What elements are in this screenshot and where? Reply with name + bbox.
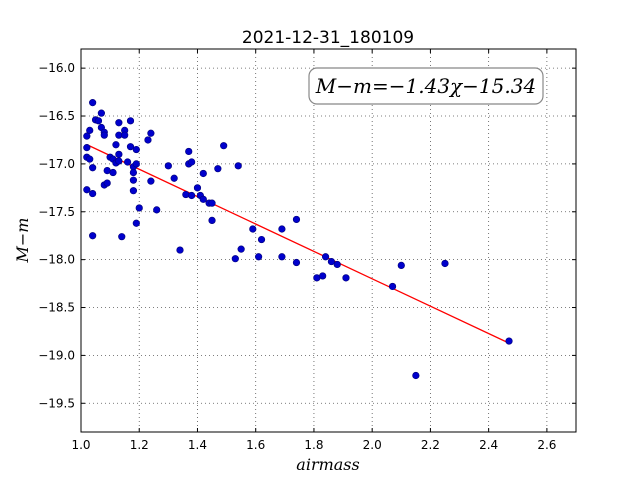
y-tick-label: −16.0 xyxy=(38,61,75,75)
data-point xyxy=(129,187,138,195)
data-point xyxy=(121,131,129,139)
data-point xyxy=(86,126,94,134)
data-point xyxy=(83,186,91,194)
fit-equation-frame xyxy=(308,67,544,105)
data-point xyxy=(255,253,263,261)
x-tick-label: 2.0 xyxy=(363,438,382,452)
data-point xyxy=(89,99,97,107)
y-tick-label: −17.5 xyxy=(38,205,75,219)
data-point xyxy=(115,150,123,158)
x-tick-label: 1.6 xyxy=(246,438,265,452)
chart-title: 2021-12-31_180109 xyxy=(242,28,414,48)
data-point xyxy=(112,141,120,149)
data-point xyxy=(97,109,105,117)
plot-frame xyxy=(80,48,577,433)
x-tick-label: 2.6 xyxy=(537,438,556,452)
data-point xyxy=(208,216,216,224)
data-point xyxy=(199,169,207,178)
data-point xyxy=(199,195,207,203)
data-point xyxy=(118,233,126,241)
data-point xyxy=(126,143,135,151)
fit-equation-box: M−m=−1.43χ−15.34 xyxy=(308,67,544,105)
data-point xyxy=(327,257,336,266)
data-point xyxy=(89,189,97,198)
data-point xyxy=(292,258,301,267)
data-point xyxy=(231,255,239,263)
data-point xyxy=(164,162,172,170)
data-point xyxy=(100,131,108,139)
x-tick-label: 2.2 xyxy=(421,438,440,452)
data-point xyxy=(249,225,257,233)
y-tick-label: −19.0 xyxy=(38,348,75,362)
x-tick-label: 2.4 xyxy=(479,438,498,452)
data-point xyxy=(412,371,420,380)
data-point xyxy=(123,158,132,166)
data-point xyxy=(397,261,405,269)
data-point xyxy=(208,199,216,207)
x-tick-label: 1.2 xyxy=(130,438,149,452)
data-point xyxy=(188,158,196,166)
fit-equation-text: M−m=−1.43χ−15.34 xyxy=(315,74,536,98)
data-point xyxy=(278,225,286,233)
data-point xyxy=(115,157,123,165)
data-point xyxy=(278,253,286,261)
data-point xyxy=(83,144,91,152)
axis-ticks: 1.0 1.2 1.4 1.6 1.8 2.0 2.2 2.4 2.6 −16.0 −16.5 −17… xyxy=(38,49,576,452)
data-point xyxy=(126,117,135,125)
data-point xyxy=(214,165,222,173)
data-point xyxy=(292,215,301,224)
fit-line-layer xyxy=(86,144,510,344)
data-point xyxy=(170,174,178,182)
x-tick-label: 1.0 xyxy=(71,438,90,452)
data-point xyxy=(132,160,140,168)
data-point xyxy=(89,164,97,172)
data-point xyxy=(129,168,138,177)
fit-line xyxy=(86,144,510,344)
data-point xyxy=(319,272,327,280)
data-point xyxy=(188,191,196,200)
data-point xyxy=(234,162,242,170)
data-point xyxy=(132,219,140,227)
data-point xyxy=(109,168,117,177)
y-axis-label: M−m xyxy=(13,218,32,264)
data-point xyxy=(135,204,143,212)
y-tick-label: −18.5 xyxy=(38,301,75,315)
data-point xyxy=(147,177,155,185)
data-point xyxy=(193,184,202,192)
y-tick-label: −18.0 xyxy=(38,253,75,267)
data-point xyxy=(257,235,266,244)
data-point xyxy=(103,179,111,187)
data-point xyxy=(129,176,138,184)
data-point xyxy=(441,259,449,268)
data-point xyxy=(83,132,91,140)
data-point xyxy=(321,253,330,261)
data-point xyxy=(185,147,193,156)
data-point xyxy=(86,155,94,163)
data-point xyxy=(89,232,97,240)
data-point xyxy=(388,282,397,291)
data-point xyxy=(144,136,152,144)
y-tick-label: −17.0 xyxy=(38,157,75,171)
y-tick-label: −19.5 xyxy=(38,396,75,410)
data-point xyxy=(132,145,140,154)
data-point xyxy=(115,119,123,127)
data-point xyxy=(176,246,184,254)
data-point xyxy=(505,337,513,345)
y-tick-label: −16.5 xyxy=(38,109,75,123)
data-points xyxy=(83,99,513,380)
data-point xyxy=(342,274,350,282)
data-point xyxy=(94,117,103,125)
data-point xyxy=(220,142,228,150)
data-point xyxy=(147,129,155,137)
x-axis-label: airmass xyxy=(296,455,359,474)
x-tick-label: 1.4 xyxy=(188,438,207,452)
data-point xyxy=(182,190,190,199)
grid xyxy=(81,49,576,432)
data-point xyxy=(333,260,341,269)
x-tick-label: 1.8 xyxy=(304,438,323,452)
data-point xyxy=(153,206,161,214)
data-point xyxy=(237,245,245,253)
